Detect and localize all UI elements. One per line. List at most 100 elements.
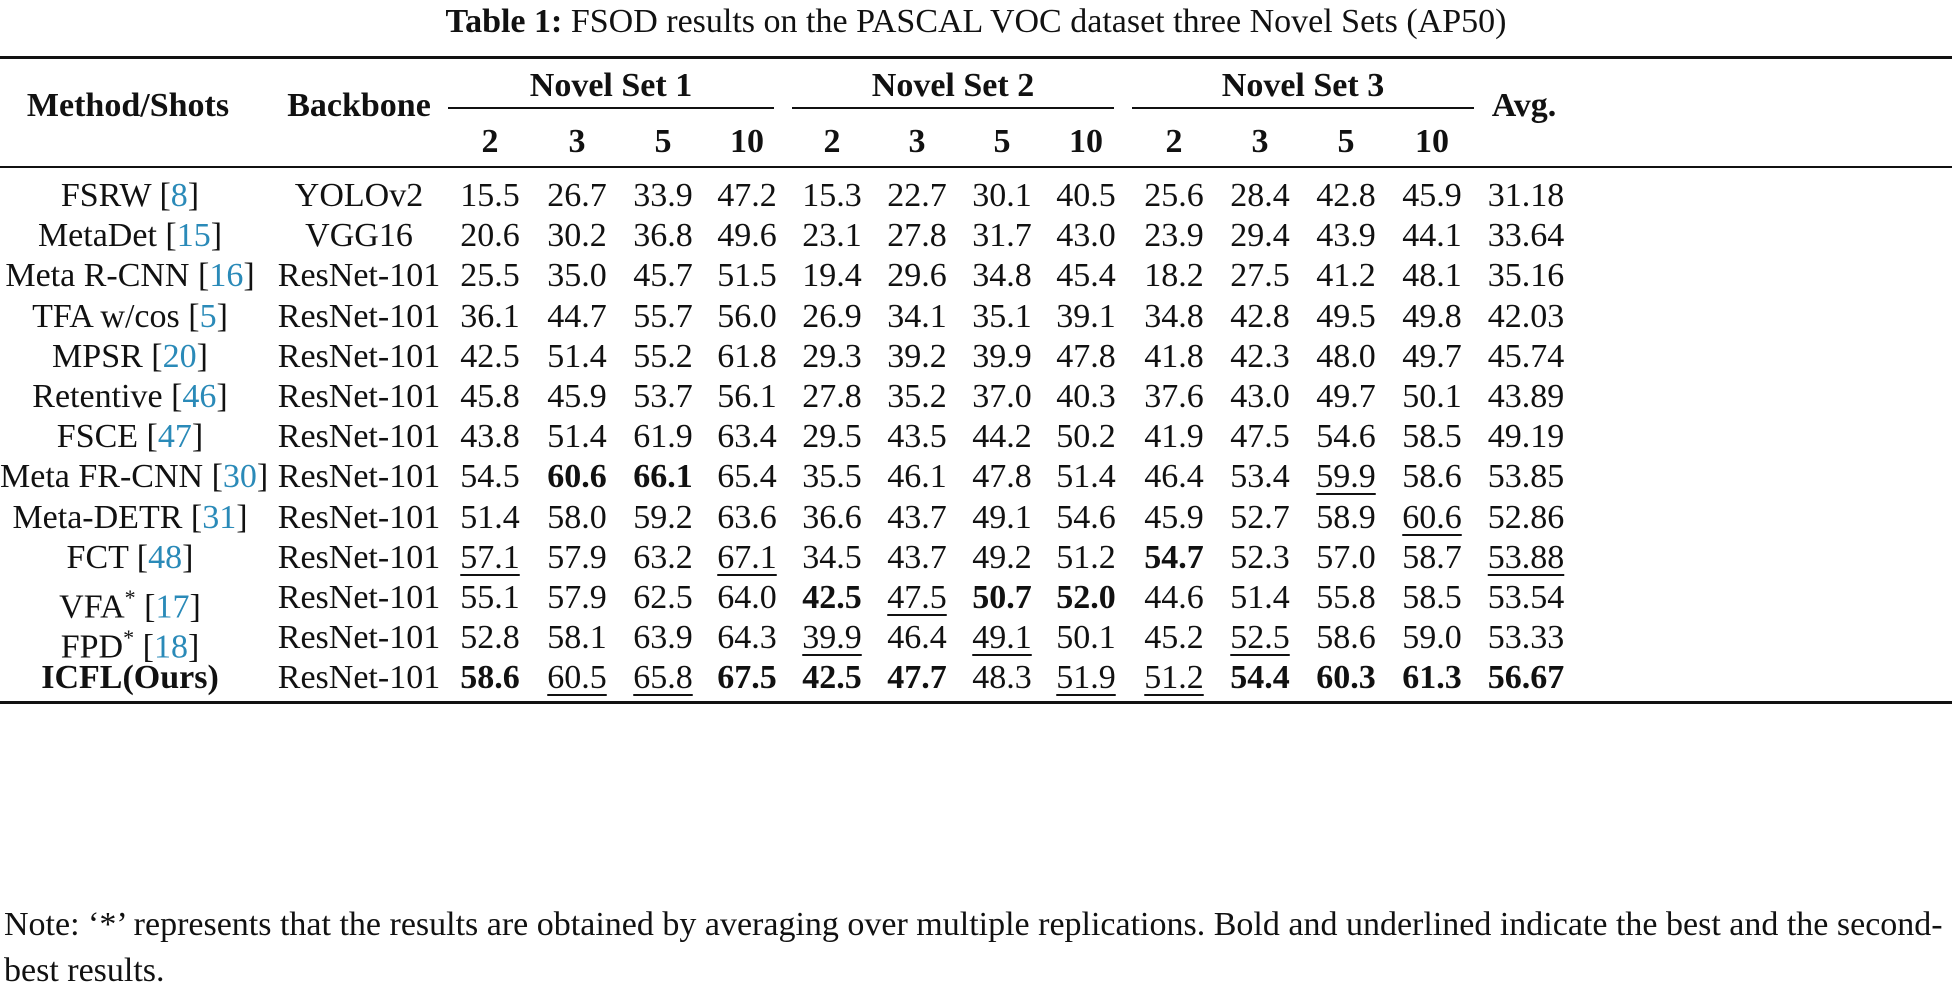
ap50-cell: 60.5 bbox=[547, 659, 607, 697]
ap50-cell: 36.6 bbox=[802, 498, 862, 536]
ap50-cell: 29.5 bbox=[802, 418, 862, 456]
method-label: TFA w/cos bbox=[32, 297, 180, 335]
ap50-cell: 47.5 bbox=[1230, 418, 1290, 456]
ap50-cell: 26.9 bbox=[802, 297, 862, 335]
shot-header: 5 bbox=[993, 123, 1011, 160]
ap50-cell: 53.7 bbox=[633, 378, 693, 415]
ap50-cell: 43.8 bbox=[460, 418, 520, 456]
method-name: VFA* [17] bbox=[59, 585, 201, 626]
ap50-cell: 52.5 bbox=[1230, 619, 1290, 657]
citation-link[interactable]: 20 bbox=[162, 337, 197, 375]
ap50-cell: 57.1 bbox=[460, 538, 520, 576]
ap50-cell: 60.3 bbox=[1316, 659, 1376, 697]
ap50-cell: 26.7 bbox=[547, 177, 607, 214]
ap50-cell: 55.8 bbox=[1316, 579, 1376, 616]
ap50-cell: 48.1 bbox=[1402, 257, 1462, 295]
shot-header: 2 bbox=[823, 123, 841, 160]
backbone-cell: ResNet-101 bbox=[277, 619, 441, 657]
ap50-cell: 62.5 bbox=[633, 579, 693, 616]
ap50-cell: 43.0 bbox=[1230, 378, 1290, 415]
ap50-cell: 67.5 bbox=[717, 659, 777, 697]
ap50-cell: 58.5 bbox=[1402, 579, 1462, 616]
ap50-cell: 49.7 bbox=[1316, 378, 1376, 415]
avg-cell: 53.33 bbox=[1487, 619, 1565, 657]
backbone-cell: ResNet-101 bbox=[277, 257, 441, 295]
table-caption: Table 1: FSOD results on the PASCAL VOC … bbox=[0, 0, 1952, 44]
ap50-cell: 54.6 bbox=[1316, 418, 1376, 456]
ap50-cell: 51.4 bbox=[547, 418, 607, 456]
ap50-cell: 34.1 bbox=[887, 297, 947, 335]
citation-link[interactable]: 5 bbox=[199, 297, 217, 335]
ap50-cell: 49.5 bbox=[1316, 297, 1376, 335]
citation-link[interactable]: 30 bbox=[222, 458, 257, 496]
ap50-cell: 47.8 bbox=[1056, 337, 1116, 375]
method-name: Retentive [46] bbox=[32, 378, 228, 415]
caption-label: Table 1: bbox=[445, 3, 563, 40]
method-name: Meta FR-CNN [30] bbox=[0, 458, 269, 496]
ap50-cell: 36.8 bbox=[633, 217, 693, 255]
ap50-cell: 42.8 bbox=[1230, 297, 1290, 335]
ap50-cell: 57.9 bbox=[547, 579, 607, 616]
citation-link[interactable]: 46 bbox=[182, 378, 217, 415]
ap50-cell: 47.5 bbox=[887, 579, 947, 616]
ap50-cell: 63.4 bbox=[717, 418, 777, 456]
backbone-cell: ResNet-101 bbox=[277, 538, 441, 576]
method-label: Meta FR-CNN bbox=[0, 458, 204, 496]
avg-cell: 42.03 bbox=[1487, 297, 1565, 335]
method-name: TFA w/cos [5] bbox=[32, 297, 228, 335]
backbone-cell: ResNet-101 bbox=[277, 659, 441, 697]
method-name: FSRW [8] bbox=[60, 177, 200, 214]
ap50-cell: 49.2 bbox=[972, 538, 1032, 576]
citation-link[interactable]: 17 bbox=[155, 588, 190, 626]
ap50-cell: 58.1 bbox=[547, 619, 607, 657]
avg-cell: 43.89 bbox=[1487, 378, 1565, 415]
ap50-cell: 36.1 bbox=[460, 297, 520, 335]
backbone-cell: ResNet-101 bbox=[277, 418, 441, 456]
ap50-cell: 61.9 bbox=[633, 418, 693, 456]
citation-link[interactable]: 16 bbox=[209, 257, 244, 295]
ap50-cell: 29.3 bbox=[802, 337, 862, 375]
method-label: ICFL(Ours) bbox=[41, 659, 219, 697]
ap50-cell: 42.5 bbox=[802, 579, 862, 616]
ap50-cell: 54.7 bbox=[1144, 538, 1204, 576]
ap50-cell: 64.0 bbox=[717, 579, 777, 616]
avg-cell: 53.54 bbox=[1487, 579, 1565, 616]
shot-header: 2 bbox=[1165, 123, 1183, 160]
ap50-cell: 65.8 bbox=[633, 659, 693, 697]
backbone-cell: YOLOv2 bbox=[294, 177, 424, 214]
ap50-cell: 27.8 bbox=[802, 378, 862, 415]
method-label: Meta R-CNN bbox=[5, 257, 190, 295]
ap50-cell: 43.7 bbox=[887, 498, 947, 536]
method-label: FCT bbox=[66, 538, 129, 576]
ap50-cell: 59.0 bbox=[1402, 619, 1462, 657]
ap50-cell: 27.8 bbox=[887, 217, 947, 255]
ap50-cell: 58.7 bbox=[1402, 538, 1462, 576]
ap50-cell: 66.1 bbox=[633, 458, 693, 496]
ap50-cell: 65.4 bbox=[717, 458, 777, 496]
shot-header: 10 bbox=[1415, 123, 1449, 160]
method-name: FSCE [47] bbox=[56, 418, 204, 456]
ap50-cell: 41.9 bbox=[1144, 418, 1204, 456]
backbone-cell: ResNet-101 bbox=[277, 297, 441, 335]
novel-set-1-header: Novel Set 1 bbox=[529, 67, 693, 104]
top-rule bbox=[0, 56, 1952, 59]
citation-link[interactable]: 31 bbox=[202, 498, 237, 536]
header-method: Method/Shots bbox=[26, 87, 230, 124]
method-label: MPSR bbox=[52, 337, 143, 375]
ap50-cell: 29.4 bbox=[1230, 217, 1290, 255]
citation-link[interactable]: 47 bbox=[157, 418, 192, 456]
citation-link[interactable]: 18 bbox=[153, 628, 188, 666]
ap50-cell: 51.9 bbox=[1056, 659, 1116, 697]
ap50-cell: 43.9 bbox=[1316, 217, 1376, 255]
citation-link[interactable]: 15 bbox=[176, 217, 211, 255]
ap50-cell: 58.6 bbox=[1402, 458, 1462, 496]
avg-cell: 52.86 bbox=[1487, 498, 1565, 536]
method-label: FPD bbox=[60, 628, 124, 666]
ap50-cell: 45.9 bbox=[1144, 498, 1204, 536]
ap50-cell: 15.3 bbox=[802, 177, 862, 214]
ap50-cell: 59.2 bbox=[633, 498, 693, 536]
method-label: FSCE bbox=[56, 418, 139, 456]
method-name: MPSR [20] bbox=[52, 337, 208, 375]
citation-link[interactable]: 48 bbox=[148, 538, 183, 576]
citation-link[interactable]: 8 bbox=[170, 177, 188, 214]
